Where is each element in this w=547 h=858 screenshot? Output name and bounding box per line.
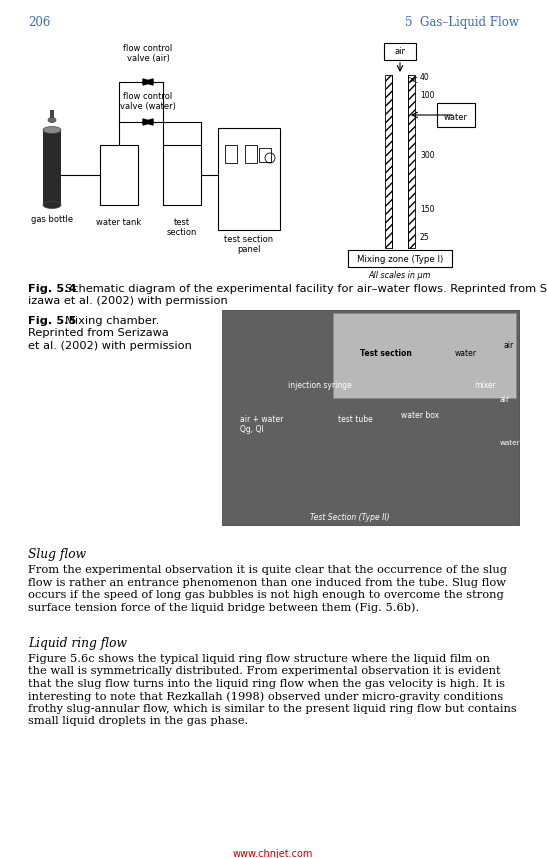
Ellipse shape [43,126,61,134]
Text: Mixing chamber.: Mixing chamber. [65,316,159,326]
Bar [259,148,271,162]
Text: izawa et al. (2002) with permission: izawa et al. (2002) with permission [28,297,228,306]
Text: gas bottle: gas bottle [31,215,73,224]
Text: mixer: mixer [474,380,496,390]
Bar [385,75,392,248]
Text: 25: 25 [420,233,429,243]
Text: Schematic diagram of the experimental facility for air–water flows. Reprinted fr: Schematic diagram of the experimental fa… [65,284,547,294]
Text: frothy slug-annular flow, which is similar to the present liquid ring flow but c: frothy slug-annular flow, which is simil… [28,704,517,714]
Text: Test Section (Type II): Test Section (Type II) [310,513,390,523]
Ellipse shape [48,118,56,123]
Text: From the experimental observation it is quite clear that the occurrence of the s: From the experimental observation it is … [28,565,507,575]
Bar [333,313,516,398]
Text: 300: 300 [420,150,435,160]
Text: test tube: test tube [337,415,373,425]
Text: water: water [455,348,477,358]
Text: air: air [394,47,405,57]
Text: Test section: Test section [360,348,412,358]
Text: Figure 5.6c shows the typical liquid ring flow structure where the liquid film o: Figure 5.6c shows the typical liquid rin… [28,654,490,664]
Text: Mixing zone (Type I): Mixing zone (Type I) [357,255,443,263]
Text: Qg, Ql: Qg, Ql [240,426,264,434]
Polygon shape [143,119,153,125]
Text: 206: 206 [28,16,50,29]
Polygon shape [143,119,153,125]
Text: Reprinted from Serizawa: Reprinted from Serizawa [28,329,169,339]
Bar [408,75,415,248]
Bar [50,110,54,120]
Bar [245,145,257,163]
Text: water: water [444,112,468,122]
Text: 5  Gas–Liquid Flow: 5 Gas–Liquid Flow [405,16,519,29]
Text: small liquid droplets in the gas phase.: small liquid droplets in the gas phase. [28,716,248,727]
Text: flow control: flow control [124,44,173,53]
Bar [384,43,416,60]
Bar [348,250,452,267]
Text: valve (water): valve (water) [120,102,176,111]
Text: surface tension force of the liquid bridge between them (Fig. 5.6b).: surface tension force of the liquid brid… [28,602,419,613]
Text: injection syringe: injection syringe [288,380,352,390]
Text: www.chnjet.com: www.chnjet.com [233,849,313,858]
Text: air + water: air + water [240,415,283,425]
Text: et al. (2002) with permission: et al. (2002) with permission [28,341,192,351]
Text: that the slug flow turns into the liquid ring flow when the gas velocity is high: that the slug flow turns into the liquid… [28,679,505,689]
Text: Fig. 5.4: Fig. 5.4 [28,284,77,294]
Text: Slug flow: Slug flow [28,548,86,561]
Bar [43,130,61,205]
Text: water box: water box [401,410,439,420]
Text: Fig. 5.5: Fig. 5.5 [28,316,77,326]
Text: test
section: test section [167,218,197,238]
Text: water: water [500,440,521,446]
Bar [437,103,475,127]
Text: flow control: flow control [124,92,173,101]
Text: occurs if the speed of long gas bubbles is not high enough to overcome the stron: occurs if the speed of long gas bubbles … [28,590,504,600]
Text: test section
panel: test section panel [224,235,274,255]
Text: the wall is symmetrically distributed. From experimental observation it is evide: the wall is symmetrically distributed. F… [28,667,501,676]
Text: 100: 100 [420,90,434,100]
Text: All scales in μm: All scales in μm [369,271,431,281]
Bar [163,145,201,205]
Text: interesting to note that Rezkallah (1998) observed under micro-gravity condition: interesting to note that Rezkallah (1998… [28,692,503,702]
Text: air: air [500,396,510,404]
Ellipse shape [43,202,61,208]
Text: water tank: water tank [96,218,142,227]
Text: 40: 40 [420,74,430,82]
Text: Liquid ring flow: Liquid ring flow [28,637,127,650]
Bar [222,310,519,525]
Text: air: air [503,341,513,349]
Text: 150: 150 [420,206,434,214]
Bar [100,145,138,205]
Text: flow is rather an entrance phenomenon than one induced from the tube. Slug flow: flow is rather an entrance phenomenon th… [28,577,506,588]
Text: valve (air): valve (air) [126,54,170,63]
Polygon shape [143,79,153,85]
Bar [225,145,237,163]
Bar [218,128,280,230]
Polygon shape [143,79,153,85]
